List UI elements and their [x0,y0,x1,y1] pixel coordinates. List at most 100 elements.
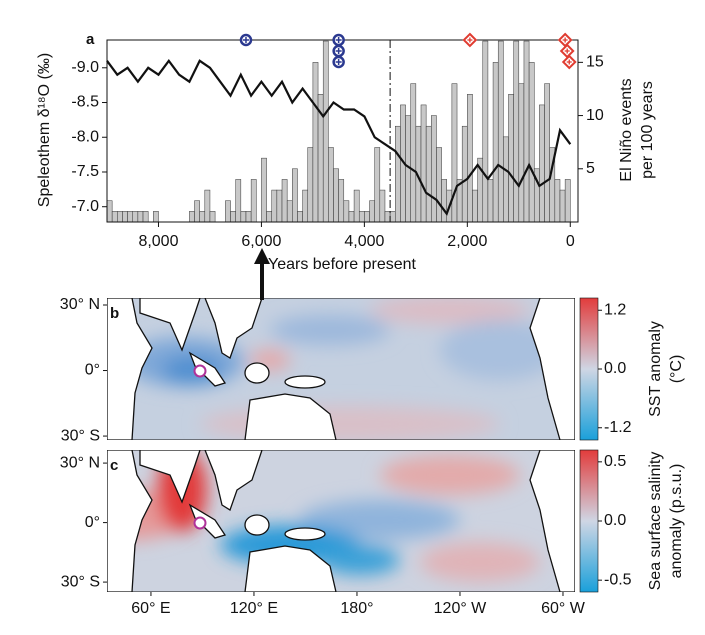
y-tick-label: -8.0 [71,128,99,145]
x-tick-label: 2,000 [447,233,487,250]
lat-tick-label: 30° N [60,454,100,471]
lon-tick-label: 60° W [541,600,586,617]
bar [544,83,550,223]
y-tick-label: -7.5 [71,163,99,180]
bar [132,211,139,223]
colorbar-label: Sea surface salinity [647,452,664,591]
bar [333,168,339,223]
bar [286,200,293,223]
bar [281,179,288,223]
bar [322,40,329,223]
bar [539,104,545,223]
bar [528,62,535,223]
y2-tick-label: 10 [586,107,604,124]
bar [497,40,504,223]
bar [235,179,242,223]
bar [111,211,118,223]
bar [312,62,319,223]
x-axis-label: Years before present [268,256,417,273]
bar [441,179,447,223]
panel-label: c [110,457,118,474]
x-tick-label: 4,000 [344,233,384,250]
y-tick-label: -7.0 [71,198,99,215]
bar [122,211,128,223]
event-circle-cross [335,37,342,43]
bar [374,147,381,223]
bar [230,211,236,223]
event-circle-cross [335,59,342,65]
colorbar-tick-label: 1.2 [604,301,626,318]
panel-label: a [86,31,95,48]
event-circle [332,55,345,69]
bar [137,211,144,223]
bar [559,189,566,223]
bar [250,179,257,223]
bar [472,189,478,223]
line-series [106,58,572,216]
bar [106,200,113,223]
bar [508,94,514,223]
lat-tick-label: 0° [85,514,100,531]
bar [518,83,525,223]
x-tick-label: 6,000 [241,233,281,250]
bar [225,200,231,223]
bar [127,211,133,223]
colorbar [579,449,599,593]
x-tick-label: 8,000 [138,233,178,250]
colorbar-tick-label: 0.5 [604,453,626,470]
bar [142,211,149,223]
bar [245,211,252,223]
lon-tick-label: 180° [340,600,373,617]
bar [204,189,211,223]
bar [369,200,375,223]
bar [425,125,432,223]
bar [271,189,278,223]
bar [307,147,314,223]
bar [492,62,499,223]
bar [384,211,391,223]
colorbar-tick-label: 0.0 [604,360,626,377]
colorbar [579,297,599,441]
panel-label: b [110,305,119,322]
bar [523,40,530,223]
event-circle-cross [242,37,249,43]
event-diamond-cross [467,37,473,43]
colorbar-tick-label: 0.0 [604,512,626,529]
bar [410,83,417,223]
bar [364,211,370,223]
event-diamond-cross [564,48,570,54]
bar [266,211,272,223]
bar [451,83,458,223]
bar [276,189,283,223]
bar [328,147,334,223]
bar [436,147,442,223]
colorbar-label: anomaly (p.s.u.) [668,464,685,579]
bar [395,125,401,223]
lat-tick-label: 30° S [61,573,100,590]
salinity-map [107,450,575,592]
bar [503,136,509,223]
sst-map [107,298,575,440]
bar [240,211,247,223]
event-diamond-cross [562,37,568,43]
bar [194,200,200,223]
bar [209,211,216,223]
event-circle-cross [335,48,342,54]
x-tick-label: 0 [566,233,575,250]
bar [189,211,195,223]
bar [564,179,571,223]
bar [379,189,386,223]
bar [343,200,350,223]
bar [117,211,123,223]
lat-tick-label: 30° N [60,296,100,313]
lat-tick-label: 30° S [61,427,100,444]
bar [348,211,355,223]
lon-tick-label: 120° W [434,600,488,617]
bar [467,94,473,223]
colorbar-tick-label: -1.2 [604,419,632,436]
arrow-head [254,248,270,264]
bar [431,115,437,223]
bar [461,125,468,223]
y2-axis-label: per 100 years [639,81,656,179]
event-diamond [557,32,573,48]
